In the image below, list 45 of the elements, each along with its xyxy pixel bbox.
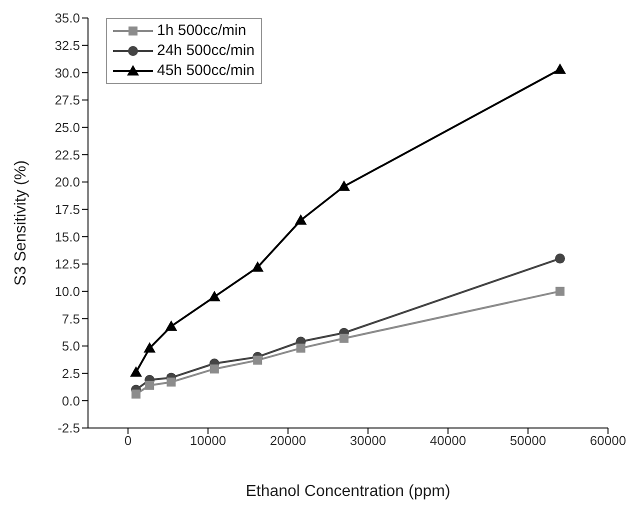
x-tick-label: 0: [124, 433, 132, 448]
point: [554, 63, 566, 74]
point: [556, 286, 564, 296]
point: [294, 214, 307, 225]
x-tick-label: 20000: [270, 433, 306, 448]
x-tick-label: 60000: [590, 433, 626, 448]
point: [145, 380, 154, 390]
x-tick-label: 50000: [510, 433, 546, 448]
point: [132, 390, 140, 399]
y-tick-label: -2.5: [58, 420, 80, 436]
point: [130, 366, 142, 377]
point: [166, 378, 176, 387]
y-tick-label: 2.5: [62, 366, 80, 381]
x-tick-label: 30000: [350, 433, 386, 448]
x-tick-label: 40000: [430, 433, 466, 448]
y-tick-label: 25.0: [54, 120, 80, 135]
y-tick-label: 32.5: [54, 38, 80, 53]
legend-label: 24h 500cc/min: [157, 41, 255, 61]
legend-label: 45h 500cc/min: [157, 61, 255, 81]
y-tick-label: 30.0: [54, 65, 80, 80]
y-tick-label: 27.5: [54, 92, 80, 108]
y-tick-label: 7.5: [62, 311, 80, 326]
legend-label: 1h 500cc/min: [157, 21, 246, 41]
y-tick-label: 15.0: [54, 229, 80, 244]
y-tick-label: 22.5: [54, 147, 80, 162]
point: [253, 356, 262, 365]
y-tick-label: 10.0: [54, 284, 80, 299]
y-tick-label: 17.5: [54, 202, 80, 217]
point: [252, 261, 264, 272]
point: [296, 344, 306, 353]
y-tick-label: 5.0: [62, 338, 80, 354]
point: [165, 320, 178, 331]
point: [555, 254, 565, 264]
y-tick-label: 0.0: [62, 393, 80, 408]
x-tick-label: 10000: [190, 433, 226, 448]
point: [338, 180, 350, 191]
point: [210, 364, 219, 374]
point: [340, 334, 348, 343]
y-axis-title: S3 Sensitivity (%): [12, 160, 30, 286]
y-tick-label: 12.5: [54, 256, 80, 272]
y-tick-label: 35.0: [54, 10, 80, 26]
point: [144, 342, 156, 353]
point: [208, 290, 220, 302]
y-tick-label: 20.0: [54, 174, 80, 190]
x-axis-title: Ethanol Concentration (ppm): [246, 483, 450, 500]
